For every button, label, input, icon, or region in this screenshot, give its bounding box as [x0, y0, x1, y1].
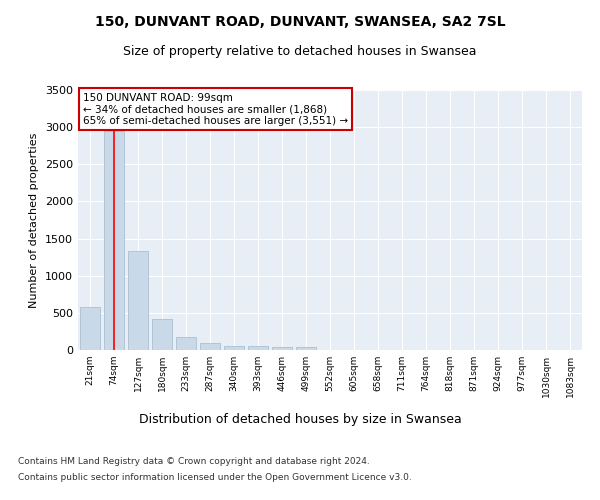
Bar: [128, 251, 148, 350]
Text: Distribution of detached houses by size in Swansea: Distribution of detached houses by size …: [139, 412, 461, 426]
Bar: [248, 346, 268, 350]
Text: Size of property relative to detached houses in Swansea: Size of property relative to detached ho…: [123, 45, 477, 58]
Text: Contains public sector information licensed under the Open Government Licence v3: Contains public sector information licen…: [18, 472, 412, 482]
Text: 150, DUNVANT ROAD, DUNVANT, SWANSEA, SA2 7SL: 150, DUNVANT ROAD, DUNVANT, SWANSEA, SA2…: [95, 15, 505, 29]
Text: 150 DUNVANT ROAD: 99sqm
← 34% of detached houses are smaller (1,868)
65% of semi: 150 DUNVANT ROAD: 99sqm ← 34% of detache…: [83, 92, 348, 126]
Bar: [152, 319, 172, 350]
Bar: [224, 346, 244, 350]
Bar: [296, 346, 316, 350]
Bar: [80, 308, 100, 350]
Bar: [272, 346, 292, 350]
Bar: [200, 344, 220, 350]
Text: Contains HM Land Registry data © Crown copyright and database right 2024.: Contains HM Land Registry data © Crown c…: [18, 458, 370, 466]
Y-axis label: Number of detached properties: Number of detached properties: [29, 132, 40, 308]
Bar: [104, 131, 124, 350]
Bar: [176, 337, 196, 350]
